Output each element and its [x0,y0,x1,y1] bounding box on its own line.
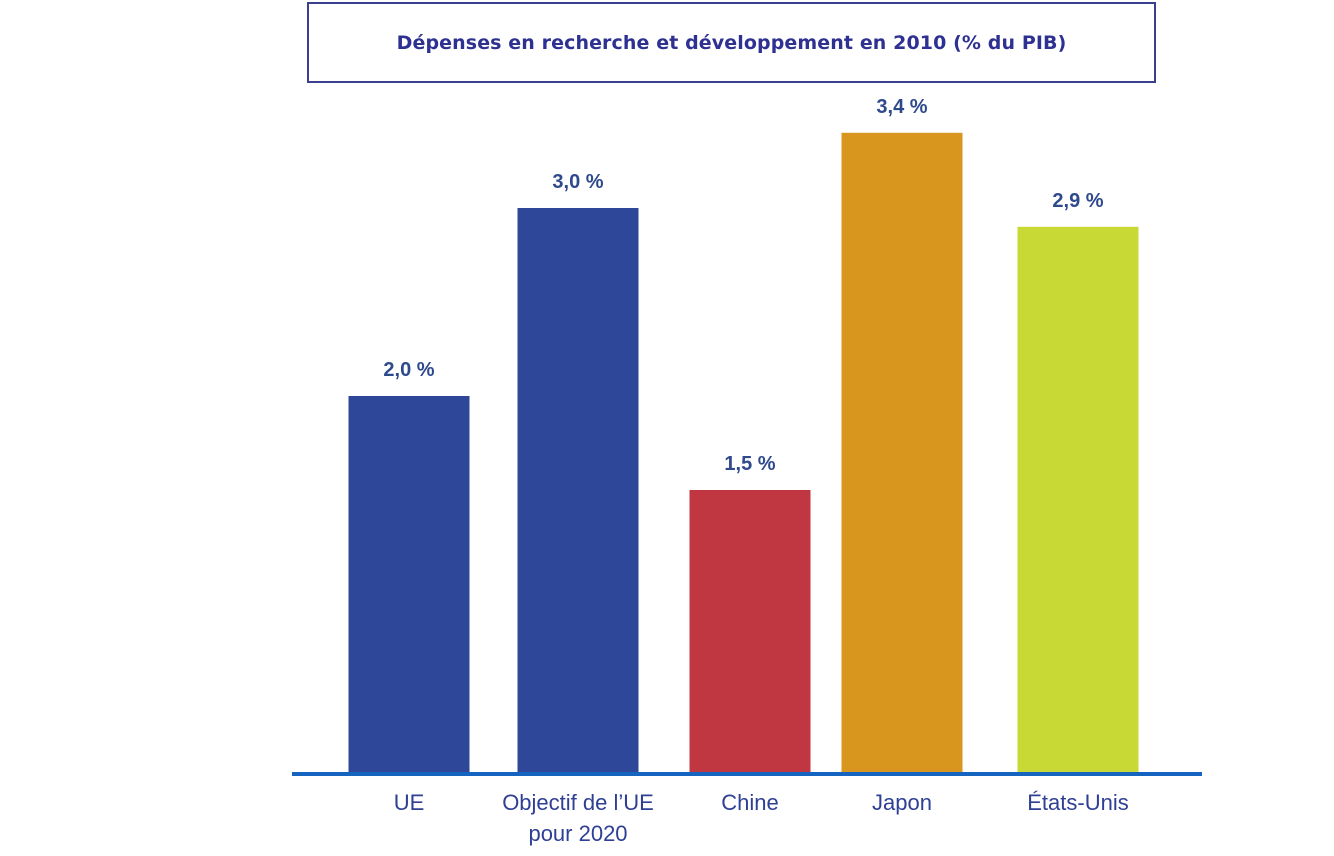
bar-3 [689,490,811,772]
bar-1 [348,396,470,772]
value-label-5: 2,9 % [1052,190,1103,212]
category-label-5: États-Unis [1027,790,1128,815]
category-label-1: UE [394,790,425,815]
category-label-2-line-2: pour 2020 [528,821,627,846]
chart-title-box: Dépenses en recherche et développement e… [307,2,1156,83]
value-label-2: 3,0 % [552,171,603,193]
bar-2 [517,208,639,772]
bars-group [348,132,1139,773]
category-label-2-line-1: Objectif de l’UE [502,790,654,815]
value-label-3: 1,5 % [724,453,775,475]
category-label-4: Japon [872,790,932,815]
value-label-4: 3,4 % [876,96,927,118]
chart-title: Dépenses en recherche et développement e… [396,31,1067,54]
labels-group: 2,0 % UE 3,0 % Objectif de l’UE pour 2020 1,5… [383,96,1128,846]
bar-5 [1017,226,1139,773]
category-label-3: Chine [721,790,778,815]
value-label-1: 2,0 % [383,359,434,381]
bar-4 [841,132,963,773]
